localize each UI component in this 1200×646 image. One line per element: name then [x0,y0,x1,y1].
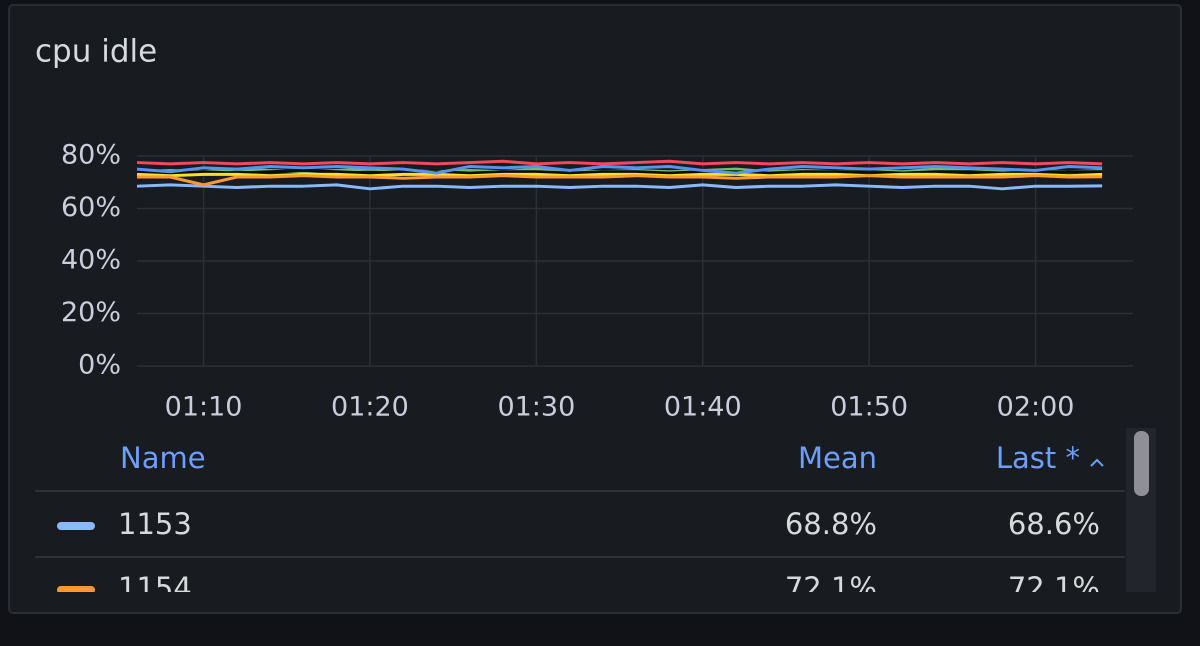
panel-frame [8,4,1182,614]
legend-mean: 72.1% [785,571,877,605]
x-tick-label: 01:40 [664,392,742,423]
legend-last: 68.6% [1008,507,1100,541]
legend-name[interactable]: 1153 [118,507,192,541]
column-header[interactable]: Name [120,441,206,475]
y-tick-label: 40% [61,245,121,276]
x-tick-label: 01:10 [165,392,243,423]
column-header[interactable]: Mean [798,441,877,475]
x-tick-label: 01:20 [331,392,409,423]
legend-name[interactable]: 1154 [118,571,192,605]
y-tick-label: 80% [61,140,121,171]
series-line [137,174,1103,187]
column-header[interactable]: Last * [996,441,1080,475]
series-line [136,168,1103,175]
chart-title: cpu idle [35,34,157,70]
x-tick-label: 02:00 [997,392,1075,423]
x-tick-label: 01:30 [497,392,575,423]
series-line [136,159,1103,166]
legend-last: 72.1% [1008,571,1100,605]
y-tick-label: 0% [78,350,121,381]
y-tick-label: 60% [61,192,121,223]
series-line [136,165,1103,175]
legend-swatch [57,586,95,592]
scrollbar-thumb[interactable] [1134,431,1149,496]
legend-mean: 68.8% [785,507,877,541]
y-tick-label: 20% [61,297,121,328]
sort-icon [1090,458,1104,467]
series-line [136,183,1103,191]
x-tick-label: 01:50 [830,392,908,423]
legend-swatch [57,522,95,530]
